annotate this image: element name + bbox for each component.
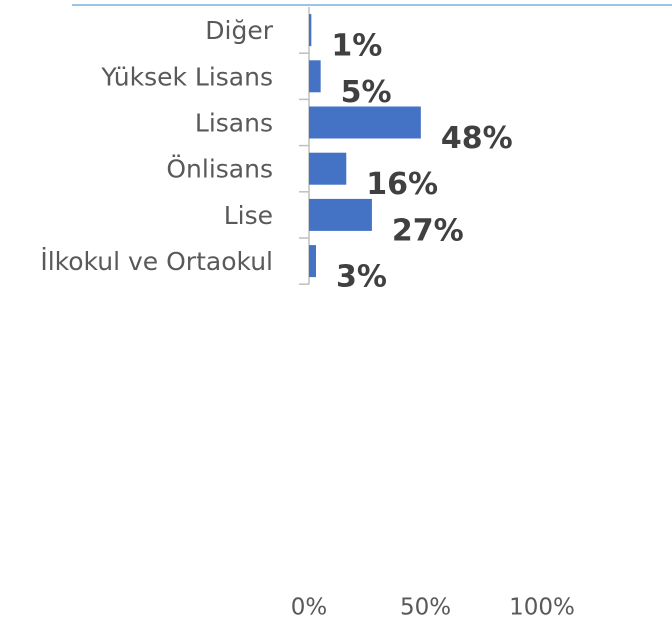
y-tick-label: Yüksek Lisans	[100, 62, 273, 91]
y-tick-label: İlkokul ve Ortaokul	[40, 247, 273, 276]
x-tick-label: 50%	[400, 595, 451, 621]
value-label: 5%	[341, 75, 392, 110]
x-tick-label: 100%	[509, 595, 575, 621]
x-tick-label: 0%	[291, 595, 328, 621]
y-tick-label: Lise	[224, 201, 273, 230]
bar	[309, 152, 347, 185]
y-tick-label: Diğer	[205, 16, 273, 45]
value-label: 3%	[336, 260, 387, 295]
value-label: 16%	[366, 167, 438, 202]
y-tick-label: Önlisans	[166, 155, 273, 184]
y-tick-label: Lisans	[195, 109, 273, 138]
bar	[309, 60, 321, 93]
bar	[309, 245, 316, 278]
value-label: 27%	[392, 213, 464, 248]
value-label: 1%	[331, 29, 382, 64]
bar	[309, 106, 421, 139]
value-label: 48%	[441, 121, 513, 156]
bar	[309, 14, 312, 47]
bar	[309, 198, 372, 231]
